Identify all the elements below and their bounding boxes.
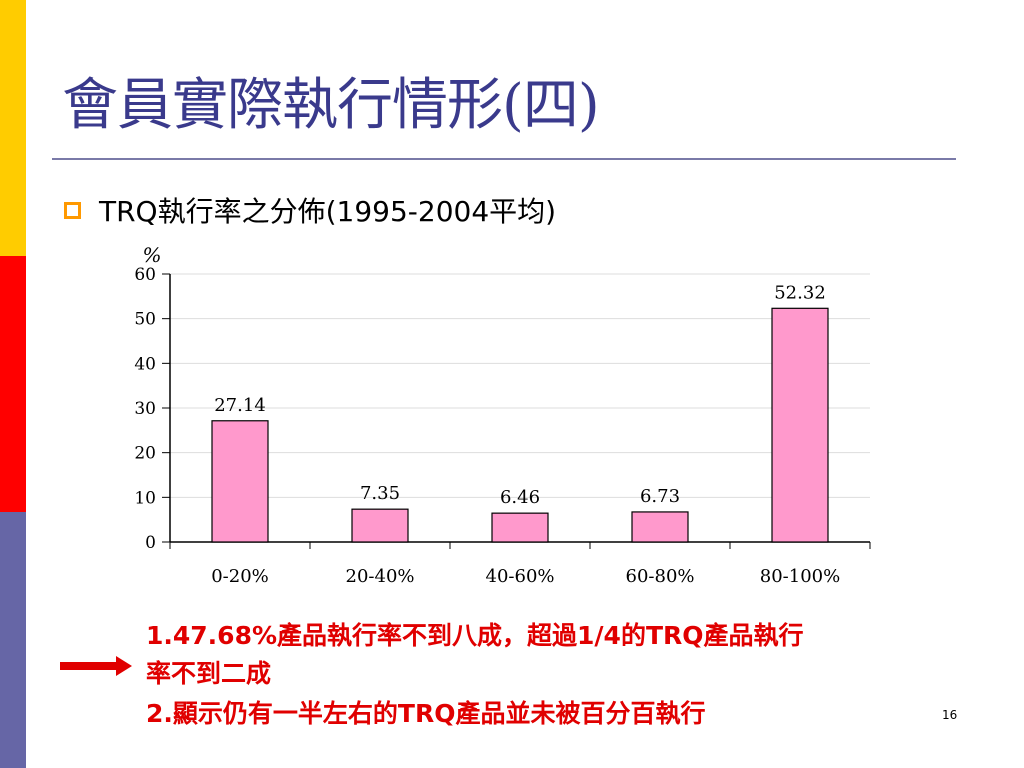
- y-tick-label: 60: [134, 265, 156, 285]
- side-band-blue: [0, 512, 26, 768]
- conclusion-line-3: 2.顯示仍有一半左右的TRQ產品並未被百分百執行: [146, 699, 706, 728]
- x-tick-label: 20-40%: [346, 566, 415, 587]
- title-divider: [52, 158, 956, 160]
- y-tick-label: 20: [134, 444, 156, 464]
- y-tick-label: 30: [134, 399, 156, 419]
- square-bullet-icon: [64, 201, 81, 219]
- bullet-item: TRQ執行率之分佈(1995-2004平均): [64, 190, 556, 230]
- y-tick-label: 10: [134, 488, 156, 508]
- data-label: 6.73: [640, 486, 680, 507]
- bar: [351, 508, 409, 543]
- y-tick-label: 0: [145, 533, 156, 553]
- y-tick-label: 50: [134, 310, 156, 330]
- bar: [771, 307, 829, 543]
- conclusion-line-1: 1.47.68%產品執行率不到八成，超過1/4的TRQ產品執行: [146, 621, 804, 650]
- data-label: 7.35: [360, 483, 400, 504]
- side-band-yellow: [0, 0, 26, 256]
- x-tick-label: 40-60%: [486, 566, 555, 587]
- x-tick-label: 0-20%: [211, 566, 269, 587]
- y-axis-label: %: [142, 243, 161, 267]
- data-label: 27.14: [214, 395, 266, 416]
- page-number: 16: [942, 708, 958, 722]
- slide-title: 會員實際執行情形(四): [62, 73, 600, 138]
- bar: [631, 511, 689, 543]
- x-tick-label: 60-80%: [626, 566, 695, 587]
- bar: [491, 512, 549, 543]
- arrow-right-icon: [60, 662, 118, 670]
- y-tick-label: 40: [134, 354, 156, 374]
- conclusion-line-2: 率不到二成: [146, 659, 272, 688]
- x-tick-label: 80-100%: [760, 566, 840, 587]
- side-band-red: [0, 256, 26, 512]
- arrow-head-icon: [116, 656, 132, 676]
- bar-chart: 0 10 20 30 40 50 60% 27.14 0-20% 7.35 20-40% 6.46 40…: [134, 243, 871, 587]
- data-label: 52.32: [774, 282, 826, 303]
- bar: [211, 420, 269, 543]
- bullet-text: TRQ執行率之分佈(1995-2004平均): [99, 195, 557, 228]
- data-label: 6.46: [500, 487, 540, 508]
